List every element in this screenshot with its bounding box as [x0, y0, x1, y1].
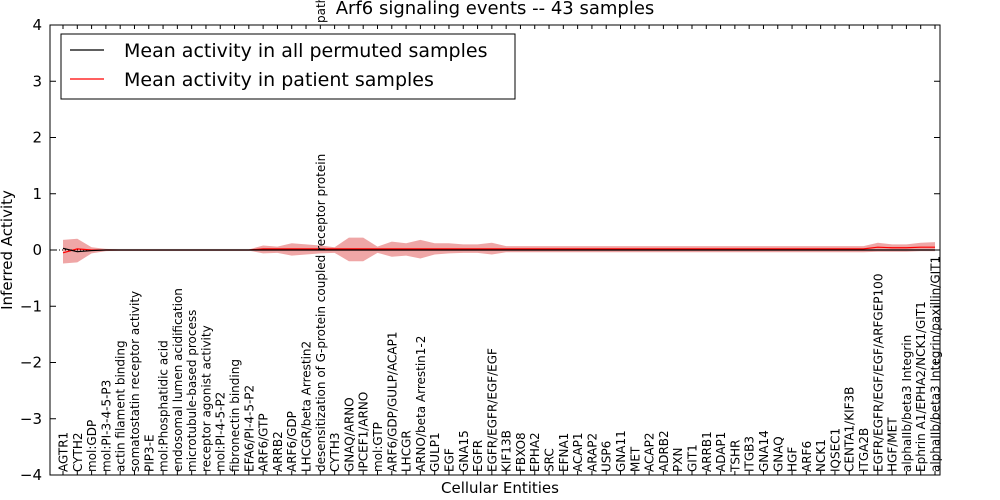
plot-area: −4 −3 −2 −1 0 1 2 3 4 AGTR1 CYTH2 mol:GDP mol:PI-3-4…: [20, 0, 943, 484]
x-tick-label: microtubule-based process: [185, 310, 199, 472]
y-tick-label: −3: [20, 410, 42, 428]
legend-box: [60, 33, 516, 100]
x-tick-label: ARNO/beta Arrestin1-2: [414, 336, 428, 472]
x-tick-label: ARF6/GDP/GULP/ACAP1: [385, 332, 399, 472]
x-tick-label: AGTR1: [57, 432, 71, 472]
x-tick-label: ARAP2: [585, 433, 599, 472]
x-tick-label: NCK1: [814, 439, 828, 472]
x-axis-label: Cellular Entities: [441, 479, 559, 497]
legend: Mean activity in all permuted samples Me…: [60, 33, 516, 100]
x-tick-label: mol:Phosphatidic acid: [157, 340, 171, 472]
x-tick-label: ACAP1: [571, 433, 585, 472]
y-tick-label: −4: [20, 466, 42, 484]
x-tick-label: ARF6/GTP: [257, 413, 271, 472]
x-tick-label: KIF13B: [500, 430, 514, 472]
x-tick-label: GNAQ/ARNO: [342, 397, 356, 472]
x-tick-label: EGFR/EGFR/EGF/EGF/ARFGEP100: [871, 274, 885, 472]
x-tick-label: ACAP2: [643, 433, 657, 472]
x-tick-label: ARRB1: [700, 431, 714, 472]
x-tick-label: GULP1: [428, 432, 442, 472]
x-tick-label: HGF: [786, 447, 800, 472]
x-tick-label: MET: [628, 446, 642, 472]
x-tick-label: CENTA1/KIF3B: [843, 387, 857, 472]
x-tick-label: SRC: [543, 448, 557, 472]
x-tick-label: EGFR/EGFR/EGF/EGF: [485, 348, 499, 472]
x-tick-label: mol:PI-3-4-5-P3: [99, 380, 113, 472]
x-tick-label: CYTH3: [328, 433, 342, 473]
x-tick-label: IQSEC1: [828, 428, 842, 472]
x-tick-label: endosomal lumen acidification: [171, 288, 185, 472]
x-tick-label: EGF: [442, 448, 456, 472]
y-tick-label: 3: [32, 72, 42, 90]
x-tick-label: IPCEF1/ARNO: [357, 392, 371, 472]
x-tick-label: LHCGR/beta Arrestin2: [300, 341, 314, 472]
x-tick-label: mol:PI-4-5-P2: [214, 392, 228, 472]
y-tick-label: 4: [32, 16, 42, 34]
x-tick-label: PIP3-E: [142, 434, 156, 472]
x-tick-label: ADAP1: [714, 432, 728, 472]
x-tick-label: alphaIIb/beta3 Integrin: [900, 335, 914, 472]
x-tick-label: PXN: [671, 448, 685, 472]
x-tick-label: ARF6/GDP: [285, 411, 299, 472]
permuted-series-line: [62, 247, 935, 253]
x-tick-label: EPHA2: [528, 432, 542, 472]
x-tick-label: CYTH2: [71, 433, 85, 473]
x-tick-label: mol:GDP: [85, 420, 99, 472]
legend-entry-patient: Mean activity in patient samples: [124, 69, 434, 91]
x-tick-label-overflow: path: [314, 0, 328, 23]
x-tick-label: ADRB2: [657, 430, 671, 472]
x-tick-label: alphaIIb/beta3 Integrin/paxillin/GIT1: [929, 256, 943, 472]
x-tick-label: ARF6: [800, 441, 814, 472]
x-tick-label: USP6: [600, 441, 614, 472]
y-tick-label: 1: [32, 185, 42, 203]
x-tick-label: receptor agonist activity: [199, 325, 213, 472]
x-tick-label: mol:GTP: [371, 422, 385, 472]
x-tick-label: EGFR: [471, 440, 485, 472]
x-tick-label: ITGB3: [743, 436, 757, 472]
y-axis-label: Inferred Activity: [0, 190, 16, 310]
y-tick-label: 0: [32, 241, 42, 259]
y-tick-label: −2: [20, 354, 42, 372]
y-tick-label: 2: [32, 129, 42, 147]
x-tick-label: TSHR: [728, 440, 742, 473]
x-tick-label: GIT1: [685, 444, 699, 472]
x-tick-label: Ephrin A1/EPHA2/NCK1/GIT1: [914, 301, 928, 472]
x-tick-label: actin filament binding: [114, 340, 128, 472]
x-tick-label: GNA14: [757, 430, 771, 472]
y-tick-label: −1: [20, 297, 42, 315]
x-tick-label: fibronectin binding: [228, 359, 242, 472]
x-tick-label: EFA6/PI-4-5-P2: [242, 385, 256, 472]
x-tick-label: GNAQ: [771, 436, 785, 472]
legend-entry-permuted: Mean activity in all permuted samples: [124, 40, 487, 62]
x-tick-label: EFNA1: [557, 433, 571, 472]
x-tick-label: somatostatin receptor activity: [128, 291, 142, 472]
x-tick-label: ARRB2: [271, 431, 285, 472]
x-tick-label: desensitization of G-protein coupled rec…: [314, 154, 328, 472]
x-tick-label: LHCGR: [400, 430, 414, 472]
x-tick-label: ITGA2B: [857, 428, 871, 472]
x-tick-label: GNA11: [614, 430, 628, 472]
x-tick-label: FBXO8: [514, 432, 528, 472]
x-tick-label: GNA15: [457, 430, 471, 472]
x-tick-label: HGF/MET: [886, 417, 900, 472]
chart-title: Arf6 signaling events -- 43 samples: [336, 0, 655, 19]
